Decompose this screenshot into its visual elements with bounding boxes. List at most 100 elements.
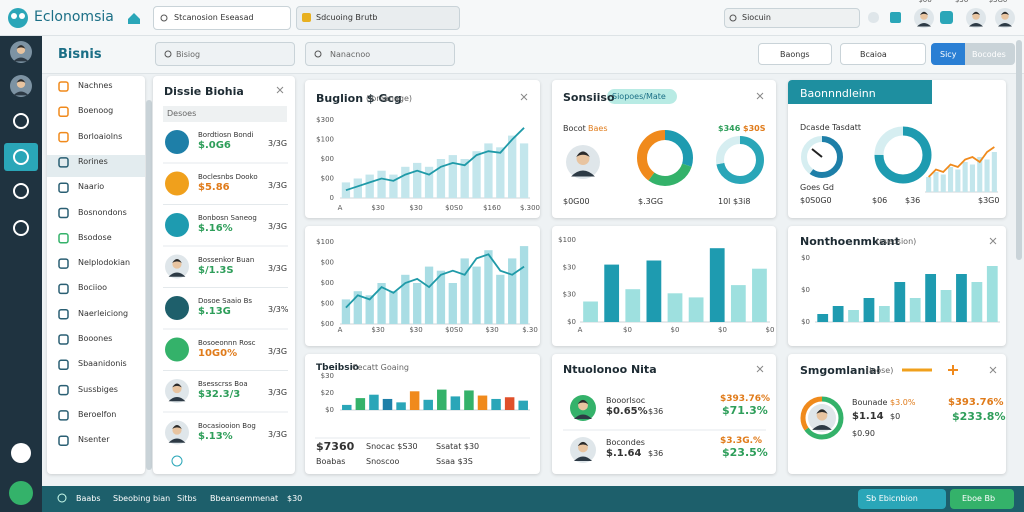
button[interactable] xyxy=(858,489,946,509)
search-field[interactable] xyxy=(153,6,291,30)
summary-text: $3.0% xyxy=(890,398,916,407)
chip: (iomanage) xyxy=(366,94,413,103)
nav-item[interactable]: Nelplodokian xyxy=(78,258,131,268)
label: Goes Gd xyxy=(800,183,835,192)
tab[interactable] xyxy=(296,6,460,30)
nav-item[interactable]: Rorines xyxy=(78,156,108,166)
nav-item[interactable]: Booones xyxy=(78,334,113,343)
item-value: $.0G6 xyxy=(198,140,231,151)
item-name: Bordtiosn Bondi xyxy=(198,131,254,139)
item-side: 3/3G xyxy=(268,263,288,273)
card-header xyxy=(788,80,932,104)
nav-item[interactable]: Bociioo xyxy=(78,283,108,293)
summary-text: $1.14 xyxy=(852,411,884,422)
page-title: Bisnis xyxy=(58,47,102,62)
card-title: Smgomlanial xyxy=(800,364,881,377)
label: Baes xyxy=(588,124,608,133)
person-name: Bocondes xyxy=(606,438,645,447)
item-name: Bosoeonnn Rosc xyxy=(198,338,256,347)
card-title: Sonsiiso xyxy=(563,91,615,104)
person-mid: $36 xyxy=(648,407,664,416)
search-text: Stcanosion Eseasad xyxy=(174,13,254,22)
button[interactable] xyxy=(840,43,926,65)
person-total: $23.5% xyxy=(722,446,768,459)
nav-item-active[interactable] xyxy=(47,154,145,177)
summary-text: $393.76% xyxy=(948,397,1004,408)
person-total: $71.3% xyxy=(722,404,768,417)
nav-item[interactable]: Sussbiges xyxy=(78,384,118,394)
summary-text: $0.90 xyxy=(852,429,875,438)
x-tick-label: $36 xyxy=(905,196,921,205)
card-title: Ntuolonoo Nita xyxy=(563,363,657,376)
value: $0S0G0 xyxy=(800,196,832,205)
filter-field[interactable] xyxy=(163,106,287,122)
nav-item[interactable]: Naario xyxy=(78,182,105,192)
x-tick-label: $3G0 xyxy=(978,196,1000,205)
search-text: Siocuin xyxy=(742,13,771,22)
stat: $.3GG xyxy=(638,197,664,206)
nav-item[interactable]: Sbaanidonis xyxy=(78,359,127,369)
label: Bocot xyxy=(563,124,586,133)
logo: Eclonomsia xyxy=(34,9,114,25)
stat: Snocac $S30 xyxy=(366,442,418,451)
button[interactable] xyxy=(965,43,1015,65)
search-field[interactable] xyxy=(155,42,295,66)
item-side: 3/3% xyxy=(268,305,289,314)
stat: Ssaa $3S xyxy=(436,457,473,466)
nav-item[interactable]: Naerleiciong xyxy=(78,308,129,318)
person-change: $393.76% xyxy=(720,394,771,404)
nav-item[interactable]: Borloaiolns xyxy=(78,131,123,141)
item-value: $5.86 xyxy=(198,181,230,193)
item-value: $/1.3S xyxy=(198,264,234,276)
button[interactable] xyxy=(950,489,1014,509)
search-field[interactable] xyxy=(724,8,860,28)
card-title: Nonthoenmkant xyxy=(800,235,900,248)
nav-item[interactable]: Nachnes xyxy=(78,81,113,90)
chip: (ssecsion) xyxy=(876,237,917,246)
search-text: Nanacnoo xyxy=(330,50,371,59)
button[interactable] xyxy=(931,43,965,65)
x-tick-label: $06 xyxy=(872,196,888,205)
button-label[interactable]: Eboe Bb xyxy=(962,494,996,503)
stat: $0G00 xyxy=(563,197,590,206)
item-side: 3/3G xyxy=(268,180,288,190)
button-label[interactable]: Sb Ebicnbion xyxy=(866,494,918,503)
stat: Ssatat $30 xyxy=(436,442,480,451)
item-side: 3/3G xyxy=(268,429,288,439)
button-label[interactable]: Bcaioa xyxy=(860,50,887,59)
chip: Siopoes/Mate xyxy=(612,92,666,101)
item-name: Bonbosn Saneog xyxy=(198,214,257,222)
footer-item: Bbeansemmenat xyxy=(210,494,279,503)
stat: 10l $3i8 xyxy=(718,197,751,206)
button-label[interactable]: Baongs xyxy=(780,50,810,59)
nav-item[interactable]: Nsenter xyxy=(78,435,110,445)
person-mid: $36 xyxy=(648,449,664,458)
item-side: 3/3G xyxy=(268,222,288,231)
nav-item[interactable]: Bosnondons xyxy=(78,207,127,217)
card-title: Tbeibsio xyxy=(316,363,359,373)
person-value: $0.65% xyxy=(606,406,648,417)
toggle-label[interactable]: Bocodes xyxy=(972,50,1006,59)
card xyxy=(305,354,540,474)
person-change: $3.3G.% xyxy=(720,436,763,446)
item-name: Bossenkor Buan xyxy=(198,255,255,264)
side-rail xyxy=(0,36,42,512)
nav-item[interactable]: Beroelfon xyxy=(78,409,117,419)
summary-text: $0 xyxy=(890,412,901,421)
search-field[interactable] xyxy=(305,42,455,66)
nav-item[interactable]: Boenoog xyxy=(78,106,114,116)
item-name: Dosoe Saaio Bs xyxy=(198,297,253,305)
card-title: Buglion $ Gcg xyxy=(316,92,402,105)
button[interactable] xyxy=(758,43,832,65)
person-name: Booorlsoc xyxy=(606,396,646,405)
nav-item[interactable]: Bsodose xyxy=(78,232,112,242)
scrollbar xyxy=(146,100,152,470)
footer-item: Sbeobing bian xyxy=(113,494,171,503)
footer-item: Baabs xyxy=(76,494,101,503)
item-name: Bsesscrss Boa xyxy=(198,380,248,388)
toggle-label[interactable]: Sicy xyxy=(940,50,957,59)
filter-text: Desoes xyxy=(167,109,197,118)
card xyxy=(552,226,776,346)
summary-text: $233.8% xyxy=(952,410,1006,423)
